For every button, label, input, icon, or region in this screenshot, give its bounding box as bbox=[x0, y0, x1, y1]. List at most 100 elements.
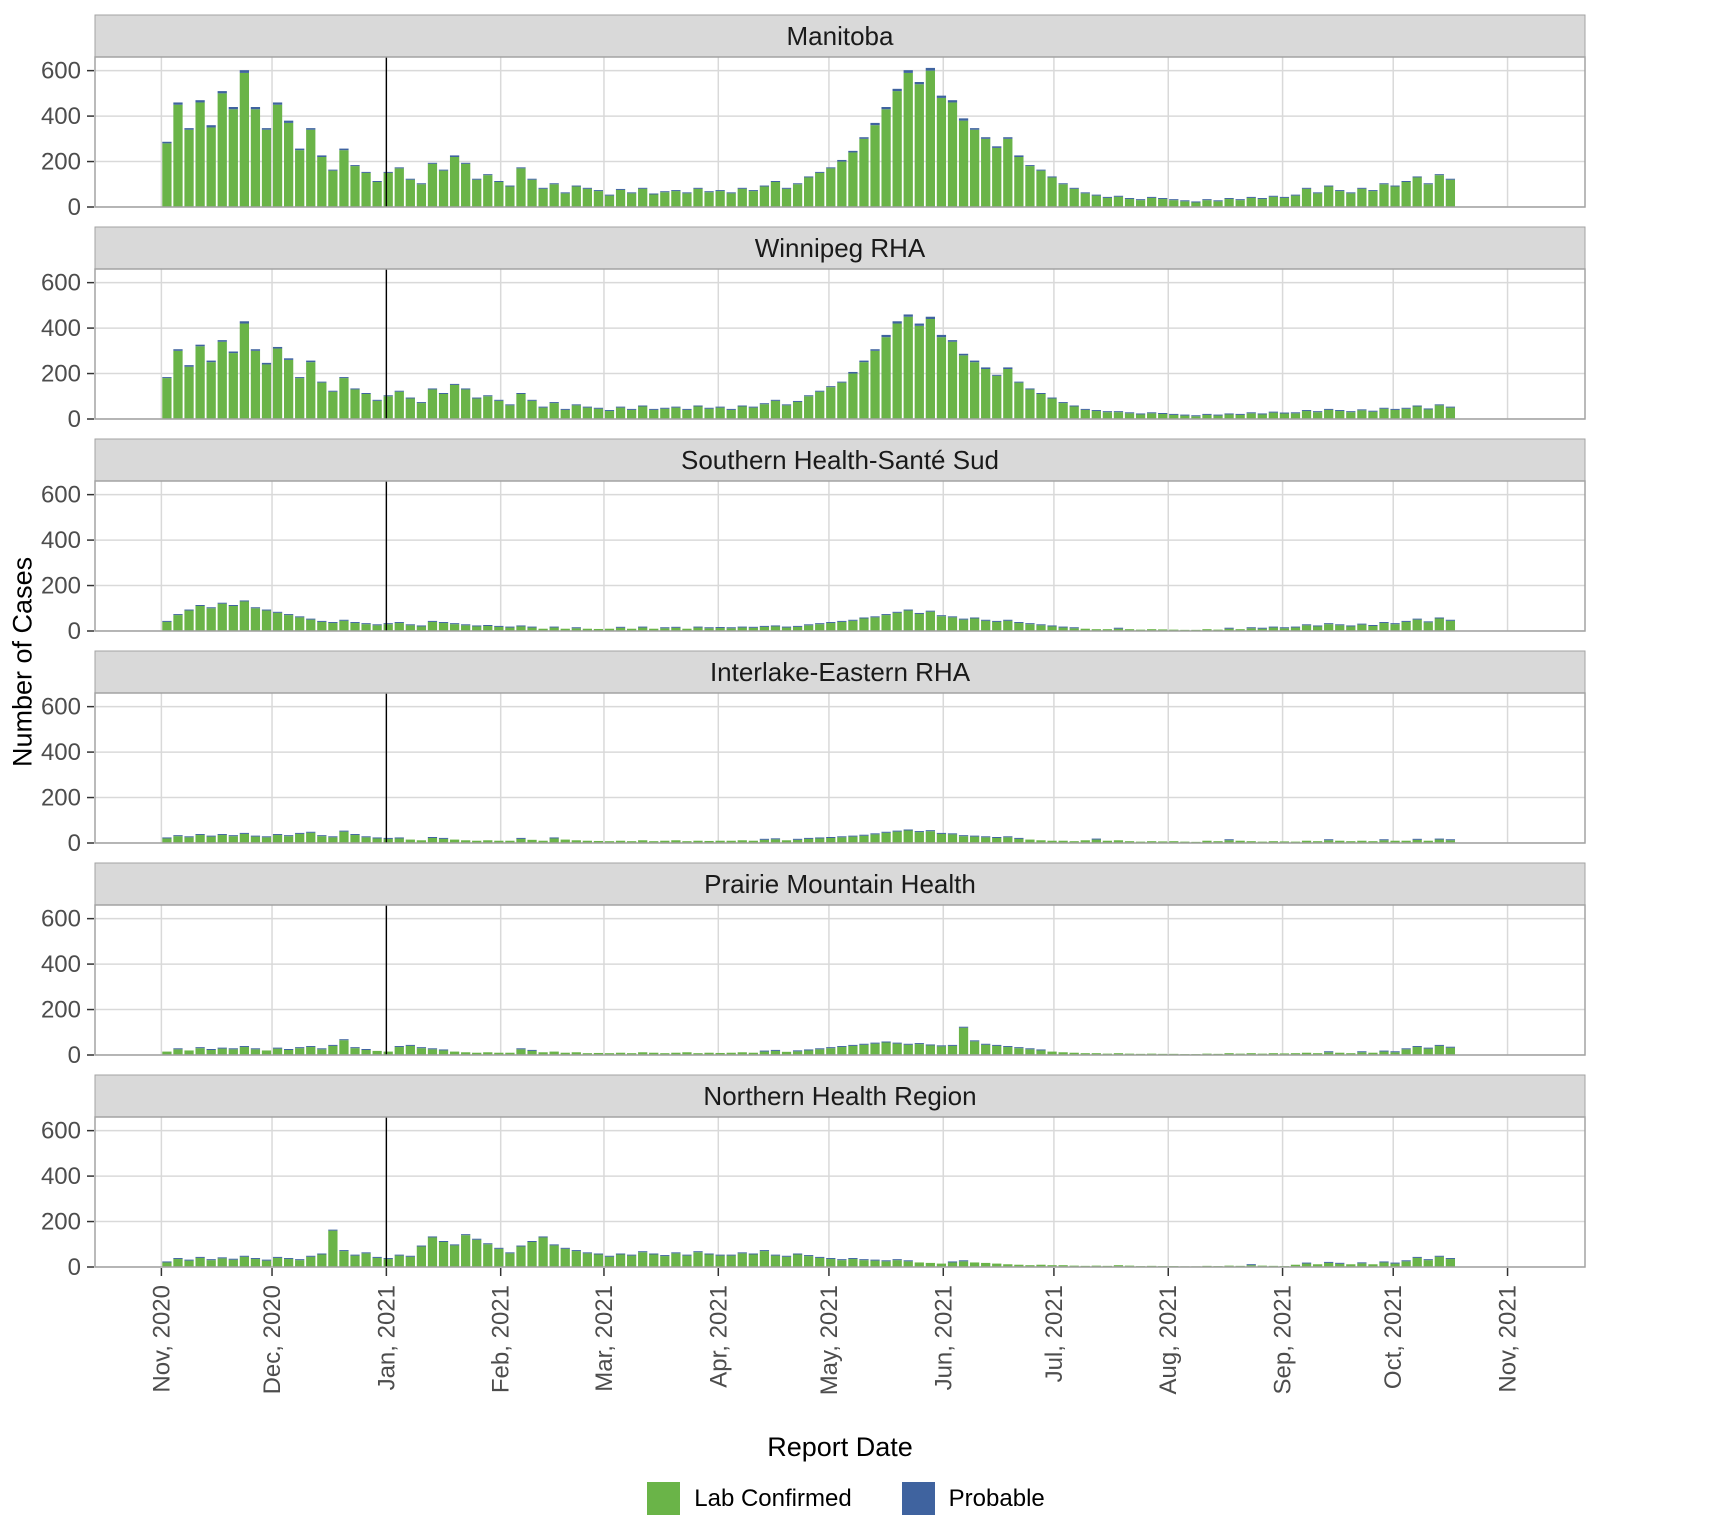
bar-segment-probable bbox=[184, 128, 194, 130]
bar-segment-probable bbox=[239, 832, 250, 834]
bar-segment-lab-confirmed bbox=[848, 836, 858, 843]
bar-segment-probable bbox=[461, 624, 471, 626]
bar-segment-probable bbox=[306, 1046, 316, 1048]
bar-segment-probable bbox=[1423, 1047, 1433, 1049]
bar-segment-probable bbox=[781, 1255, 792, 1257]
bar-segment-lab-confirmed bbox=[1014, 623, 1024, 631]
bar-segment-lab-confirmed bbox=[992, 838, 1002, 843]
bar-segment-probable bbox=[881, 1260, 891, 1262]
bar-segment-lab-confirmed bbox=[704, 1254, 714, 1267]
bar-segment-lab-confirmed bbox=[328, 170, 338, 207]
bar-segment-probable bbox=[859, 137, 869, 139]
bar-segment-probable bbox=[295, 377, 305, 379]
bar-segment-lab-confirmed bbox=[770, 839, 781, 843]
bar-segment-probable bbox=[826, 167, 836, 169]
y-tick-label: 0 bbox=[68, 618, 81, 645]
bar-segment-lab-confirmed bbox=[1445, 407, 1456, 419]
bar-segment-probable bbox=[1257, 198, 1267, 200]
bar-segment-lab-confirmed bbox=[1213, 201, 1223, 207]
bar-segment-lab-confirmed bbox=[660, 408, 670, 419]
bar-segment-lab-confirmed bbox=[859, 618, 869, 631]
bar-segment-probable bbox=[936, 95, 947, 98]
bar-segment-probable bbox=[914, 323, 924, 326]
bar-segment-probable bbox=[848, 619, 858, 621]
bar-segment-lab-confirmed bbox=[394, 623, 404, 631]
bar-segment-lab-confirmed bbox=[361, 1050, 371, 1055]
bar-segment-lab-confirmed bbox=[1379, 1262, 1389, 1267]
bar-segment-probable bbox=[184, 836, 194, 838]
bar-segment-lab-confirmed bbox=[394, 838, 404, 843]
y-tick-label: 600 bbox=[41, 58, 81, 85]
bar-segment-lab-confirmed bbox=[958, 120, 969, 207]
bar-segment-probable bbox=[361, 171, 371, 173]
bar-segment-probable bbox=[1091, 838, 1101, 840]
bar-segment-lab-confirmed bbox=[538, 628, 548, 631]
bar-segment-probable bbox=[815, 1048, 825, 1050]
bar-segment-lab-confirmed bbox=[1036, 394, 1046, 419]
facet-strip bbox=[94, 226, 1586, 270]
facet-panel-manitoba: Manitoba 0 200 400 600 bbox=[41, 14, 1586, 221]
bar-segment-lab-confirmed bbox=[593, 191, 604, 207]
bar-segment-probable bbox=[1445, 1258, 1456, 1260]
bar-segment-lab-confirmed bbox=[859, 1260, 869, 1267]
bar-segment-lab-confirmed bbox=[339, 1040, 349, 1055]
bar-segment-lab-confirmed bbox=[914, 84, 924, 207]
facet-panel-winnipeg-rha: Winnipeg RHA 0 200 400 600 bbox=[41, 226, 1586, 433]
bar-segment-probable bbox=[449, 383, 460, 385]
bar-segment-lab-confirmed bbox=[173, 615, 183, 631]
bar-segment-probable bbox=[328, 169, 338, 171]
bar-segment-lab-confirmed bbox=[272, 835, 283, 843]
bar-segment-lab-confirmed bbox=[615, 627, 626, 631]
bar-segment-lab-confirmed bbox=[981, 1044, 991, 1055]
bar-segment-lab-confirmed bbox=[1147, 629, 1157, 631]
bar-segment-lab-confirmed bbox=[1202, 414, 1212, 419]
bar-segment-probable bbox=[162, 1261, 172, 1263]
bar-segment-lab-confirmed bbox=[449, 1051, 460, 1055]
bar-segment-lab-confirmed bbox=[804, 1256, 814, 1267]
bar-segment-lab-confirmed bbox=[295, 833, 305, 843]
bar-segment-lab-confirmed bbox=[1324, 840, 1334, 843]
bar-segment-lab-confirmed bbox=[328, 1230, 338, 1267]
bar-segment-lab-confirmed bbox=[1390, 409, 1400, 419]
bar-segment-lab-confirmed bbox=[1003, 138, 1013, 207]
bar-segment-probable bbox=[527, 178, 537, 180]
bar-segment-lab-confirmed bbox=[837, 1260, 847, 1267]
bar-segment-lab-confirmed bbox=[781, 188, 792, 207]
bar-segment-lab-confirmed bbox=[1235, 200, 1245, 207]
bar-segment-probable bbox=[184, 365, 194, 367]
bar-segment-probable bbox=[206, 360, 216, 363]
bar-segment-probable bbox=[206, 125, 216, 128]
bar-segment-lab-confirmed bbox=[383, 396, 393, 419]
bar-segment-lab-confirmed bbox=[1390, 1263, 1400, 1267]
bar-segment-lab-confirmed bbox=[1102, 629, 1113, 631]
bar-segment-probable bbox=[892, 88, 902, 92]
bar-segment-lab-confirmed bbox=[1014, 382, 1024, 419]
bar-segment-lab-confirmed bbox=[1169, 841, 1179, 843]
bar-segment-lab-confirmed bbox=[947, 834, 958, 843]
bar-segment-lab-confirmed bbox=[759, 626, 770, 631]
bar-segment-lab-confirmed bbox=[1268, 627, 1278, 631]
bar-segment-probable bbox=[1058, 183, 1068, 185]
bar-segment-probable bbox=[1014, 837, 1024, 839]
bar-segment-probable bbox=[947, 616, 958, 618]
bar-segment-lab-confirmed bbox=[582, 188, 592, 207]
bar-segment-lab-confirmed bbox=[582, 1053, 592, 1055]
panel-border bbox=[94, 1116, 1586, 1268]
bar-segment-lab-confirmed bbox=[173, 104, 183, 207]
bar-segment-lab-confirmed bbox=[1003, 837, 1013, 843]
bar-segment-probable bbox=[472, 178, 482, 180]
bar-segment-probable bbox=[350, 388, 360, 390]
bar-segment-probable bbox=[516, 837, 526, 839]
bar-segment-probable bbox=[1014, 622, 1024, 624]
x-tick-label: Apr, 2021 bbox=[705, 1285, 732, 1388]
bar-segment-lab-confirmed bbox=[383, 1051, 393, 1055]
facet-strip bbox=[94, 1074, 1586, 1118]
bar-segment-lab-confirmed bbox=[1069, 1052, 1079, 1055]
bar-segment-probable bbox=[228, 1048, 238, 1050]
facet-panel-interlake-eastern-rha: Interlake-Eastern RHA 0 200 400 600 bbox=[41, 650, 1586, 857]
x-tick-label: Mar, 2021 bbox=[591, 1285, 618, 1392]
bar-segment-probable bbox=[1246, 1264, 1256, 1266]
bar-segment-lab-confirmed bbox=[649, 409, 659, 419]
bar-segment-lab-confirmed bbox=[1335, 1263, 1345, 1267]
